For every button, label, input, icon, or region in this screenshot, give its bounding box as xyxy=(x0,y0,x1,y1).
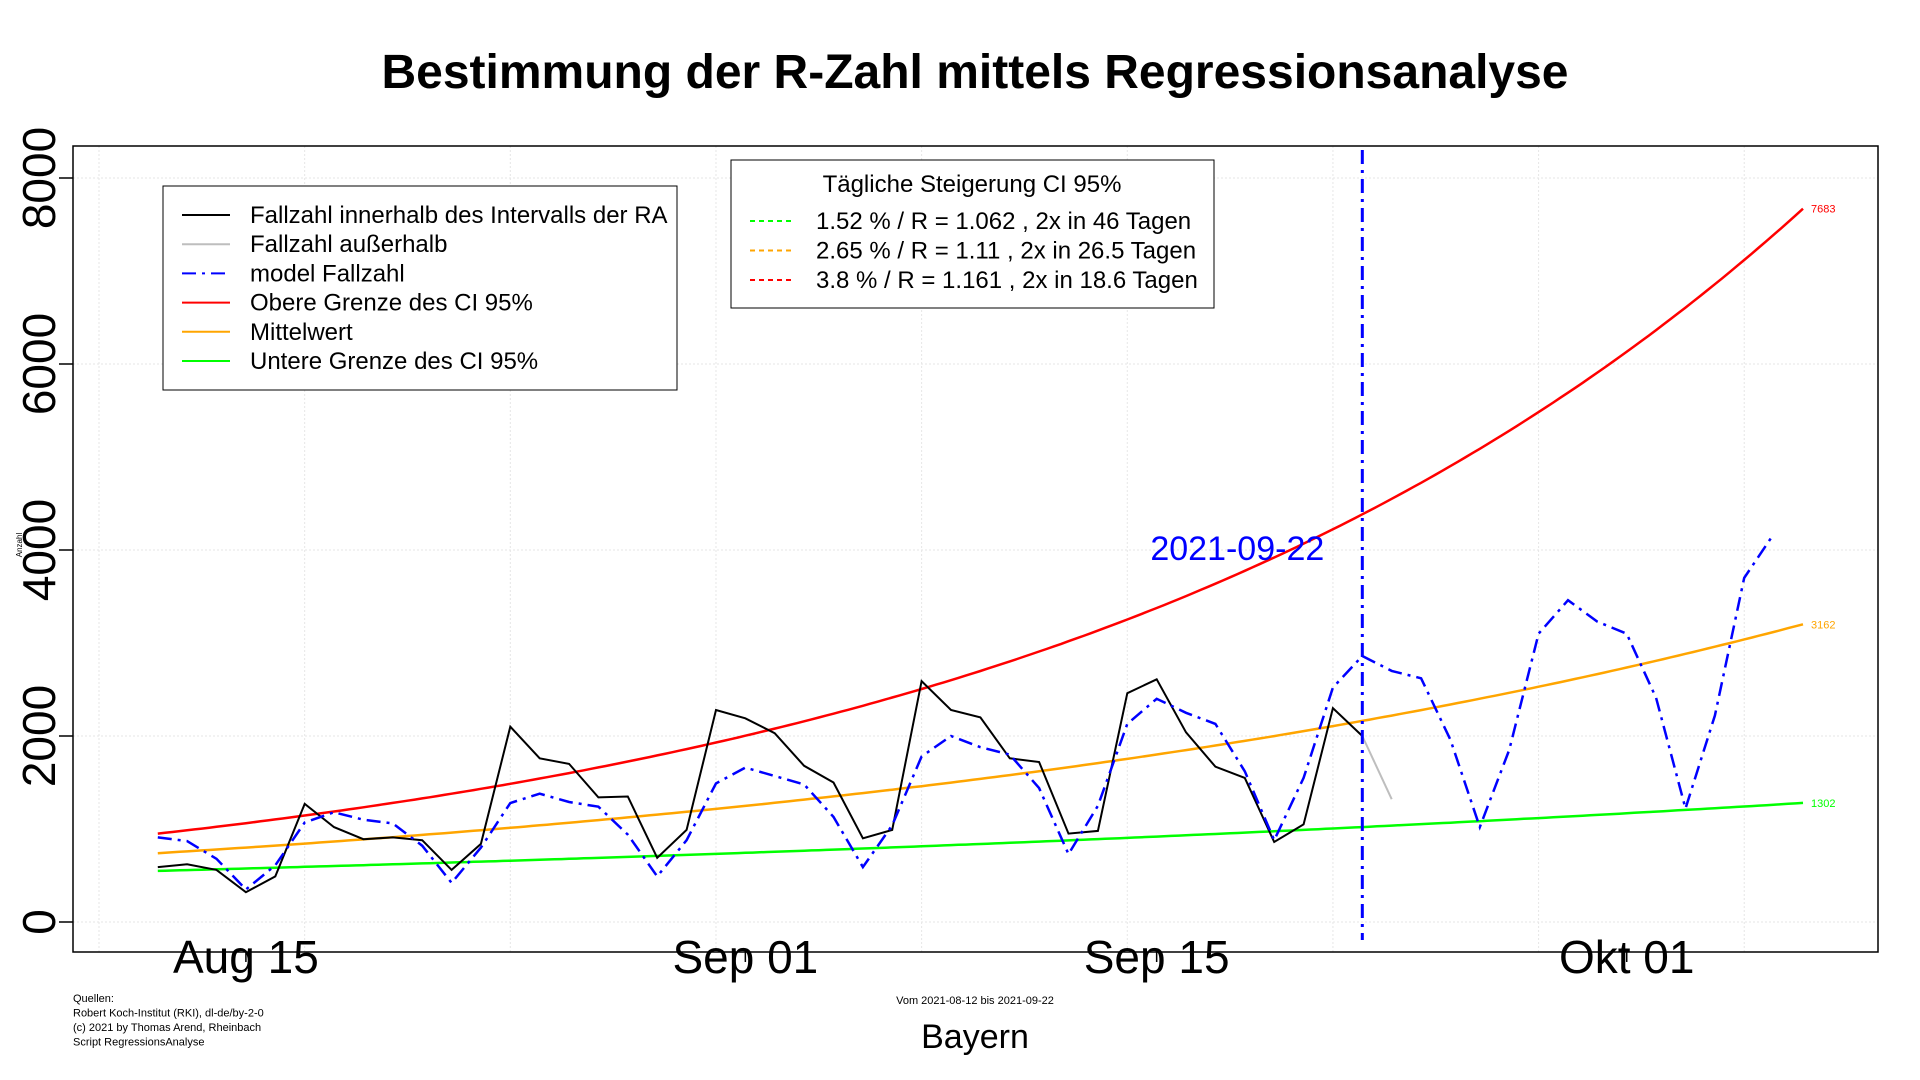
x-tick-label: Sep 15 xyxy=(1084,931,1230,983)
legend: Fallzahl innerhalb des Intervalls der RA… xyxy=(162,185,678,391)
cutoff: 2021-09-22 xyxy=(1150,150,1364,940)
x-tick-label: Okt 01 xyxy=(1559,931,1695,983)
legend-label: Fallzahl innerhalb des Intervalls der RA xyxy=(250,202,668,229)
region-label: Bayern xyxy=(921,1018,1029,1056)
series-line-2 xyxy=(157,533,1775,892)
y-tick-label: 8000 xyxy=(13,127,65,229)
series-line-1 xyxy=(1361,735,1393,800)
source-line: Script RegressionsAnalyse xyxy=(73,1037,204,1049)
ci-legend-label: 1.52 % / R = 1.062 , 2x in 46 Tagen xyxy=(816,208,1191,235)
source-line: Robert Koch-Institut (RKI), dl-de/by-2-0 xyxy=(73,1008,264,1020)
legend-label: Mittelwert xyxy=(250,319,353,346)
sources: Quellen: Robert Koch-Institut (RKI), dl-d… xyxy=(73,993,264,1049)
y-tick-label: 2000 xyxy=(13,685,65,787)
series-line-0 xyxy=(157,677,1363,894)
y-tick-label: 0 xyxy=(13,909,65,935)
legend-box xyxy=(162,185,678,391)
plot-frame xyxy=(72,145,1879,953)
chart-title: Bestimmung der R-Zahl mittels Regression… xyxy=(381,46,1568,99)
legend-label: Fallzahl außerhalb xyxy=(250,231,447,258)
source-line: Quellen: xyxy=(73,993,114,1005)
legend-label: Obere Grenze des CI 95% xyxy=(250,290,533,317)
date-range-note: Vom 2021-08-12 bis 2021-09-22 xyxy=(896,995,1054,1007)
x-tick-label: Sep 01 xyxy=(672,931,818,983)
ci-legend-title: Tägliche Steigerung CI 95% xyxy=(823,171,1122,198)
ci-curve-2 xyxy=(157,801,1804,873)
ci-legend-label: 2.65 % / R = 1.11 , 2x in 26.5 Tagen xyxy=(816,238,1196,265)
y-axis: 0 2000 4000 6000 8000 xyxy=(13,127,73,935)
curve-end-label: 1302 xyxy=(1811,798,1835,810)
cutoff-label: 2021-09-22 xyxy=(1150,530,1324,568)
source-line: (c) 2021 by Thomas Arend, Rheinbach xyxy=(73,1022,261,1034)
curve-end-label: 3162 xyxy=(1811,619,1835,631)
y-tick-label: 6000 xyxy=(13,313,65,415)
ci-legend-label: 3.8 % / R = 1.161 , 2x in 18.6 Tagen xyxy=(816,267,1198,294)
ci-legend-box xyxy=(730,159,1215,309)
legend-label: Untere Grenze des CI 95% xyxy=(250,348,538,375)
x-axis: Aug 15 Sep 01 Sep 15 Okt 01 xyxy=(173,931,1694,983)
x-tick-label: Aug 15 xyxy=(173,931,319,983)
curve-end-labels: 7683 3162 1302 xyxy=(1811,204,1835,810)
ci-curves xyxy=(157,207,1804,873)
legend-label: model Fallzahl xyxy=(250,260,405,287)
ci-curve-1 xyxy=(157,623,1804,855)
y-axis-label: Anzahl xyxy=(15,533,24,558)
footer: Quellen: Robert Koch-Institut (RKI), dl-d… xyxy=(73,993,1054,1056)
curve-end-label: 7683 xyxy=(1811,204,1835,216)
ci-legend: Tägliche Steigerung CI 95% 1.52 % / R = 1… xyxy=(730,159,1215,309)
ci-curve-0 xyxy=(157,207,1804,835)
y-tick-label: 4000 xyxy=(13,499,65,601)
series-lines xyxy=(157,533,1775,894)
